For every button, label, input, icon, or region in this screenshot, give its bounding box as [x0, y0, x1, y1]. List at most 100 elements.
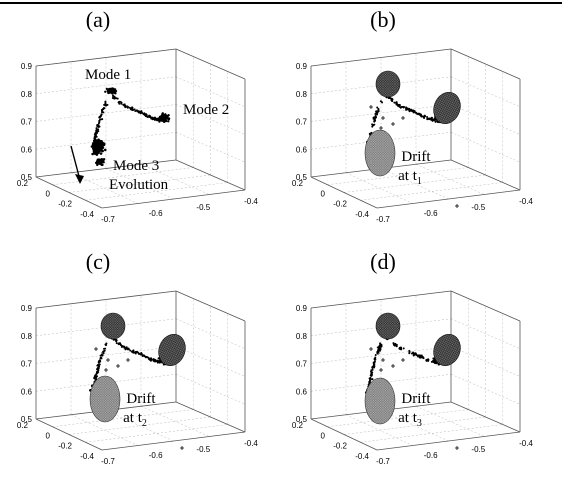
data-point [161, 112, 164, 115]
data-point [141, 111, 144, 114]
data-point [134, 352, 137, 355]
drift-marker [455, 446, 459, 450]
data-point [104, 347, 107, 350]
drift-marker [379, 126, 383, 130]
data-point [97, 144, 101, 148]
data-point [374, 353, 377, 356]
data-point [120, 346, 123, 349]
drift-marker [381, 116, 385, 120]
data-point [370, 369, 373, 372]
data-point [400, 347, 403, 350]
y-tick-label: -0.2 [58, 200, 72, 209]
data-point [111, 94, 114, 97]
data-point [101, 146, 105, 149]
z-tick-label: 0.5 [296, 173, 308, 182]
data-point [376, 106, 379, 109]
data-point [132, 351, 135, 354]
x-tick-label: -0.6 [424, 451, 438, 460]
drift-marker [455, 204, 459, 208]
z-tick-label: 0.6 [296, 145, 308, 154]
x-tick-label: -0.4 [519, 197, 533, 206]
data-point [92, 146, 96, 150]
data-point [394, 342, 397, 345]
evolution-arrowhead [75, 174, 84, 184]
data-point [97, 128, 100, 131]
data-point [422, 116, 425, 119]
y-tick-label: 0.2 [292, 179, 304, 188]
z-tick-label: 0.5 [21, 173, 33, 182]
drift-marker [104, 368, 108, 372]
data-point [115, 342, 118, 345]
annotation-at-time: at t2 [123, 410, 147, 429]
ellipsoid-mode1 [100, 312, 126, 340]
data-point [165, 116, 168, 119]
data-point [97, 364, 100, 367]
z-tick-label: 0.7 [296, 360, 308, 369]
data-point [395, 345, 398, 348]
data-point [430, 360, 433, 363]
data-point [373, 366, 376, 369]
data-point [94, 374, 97, 377]
data-point [371, 125, 374, 128]
data-point [378, 349, 381, 352]
x-tick-label: -0.7 [376, 215, 390, 224]
data-point [96, 161, 100, 164]
data-point [97, 124, 100, 127]
data-point [395, 102, 398, 105]
data-point [402, 105, 405, 108]
annotation-drift: Drift [401, 391, 431, 407]
data-point [109, 90, 112, 93]
panel-label: (c) [86, 249, 110, 274]
data-point [414, 352, 417, 355]
data-point [414, 111, 417, 114]
data-point [94, 135, 97, 138]
data-point [161, 119, 164, 122]
data-point [98, 120, 101, 123]
data-point [425, 359, 428, 362]
y-tick-label: 0 [321, 189, 326, 198]
drift-marker [376, 351, 380, 355]
y-tick-label: 0 [46, 431, 51, 440]
data-point [92, 144, 96, 147]
data-point [372, 116, 375, 119]
y-tick-label: 0.2 [17, 179, 29, 188]
data-point [97, 122, 100, 125]
data-point [117, 343, 120, 346]
data-point [390, 97, 393, 100]
data-point [142, 354, 145, 357]
annotation-mode1: Mode 1 [85, 67, 131, 83]
data-point [112, 95, 115, 98]
data-point [99, 118, 102, 121]
annotation-mode2: Mode 2 [183, 102, 229, 118]
data-point [98, 116, 101, 119]
annotation-at-time: at t1 [398, 168, 422, 187]
data-point [94, 133, 97, 136]
data-point [164, 113, 167, 116]
data-point [152, 359, 155, 362]
data-point [90, 145, 94, 148]
data-point [97, 147, 100, 150]
data-point [99, 159, 103, 162]
data-point [124, 348, 127, 351]
ellipsoid-mode1 [375, 70, 401, 98]
data-point [370, 370, 373, 373]
data-points [90, 87, 171, 167]
z-tick-label: 0.7 [21, 118, 33, 127]
data-point [399, 106, 402, 109]
data-point [158, 118, 161, 121]
data-point [103, 148, 107, 152]
data-point [416, 112, 419, 115]
data-point [145, 356, 148, 359]
data-point [95, 127, 98, 130]
x-tick-label: -0.6 [424, 209, 438, 218]
data-point [129, 349, 132, 352]
z-tick-label: 0.9 [296, 304, 308, 313]
drift-marker [369, 105, 373, 109]
data-point [154, 360, 157, 363]
data-point [369, 376, 372, 379]
panel-label: (a) [86, 7, 110, 32]
y-tick-label: 0 [46, 189, 51, 198]
z-tick-label: 0.6 [296, 387, 308, 396]
data-point [97, 158, 101, 161]
data-point [419, 355, 422, 358]
